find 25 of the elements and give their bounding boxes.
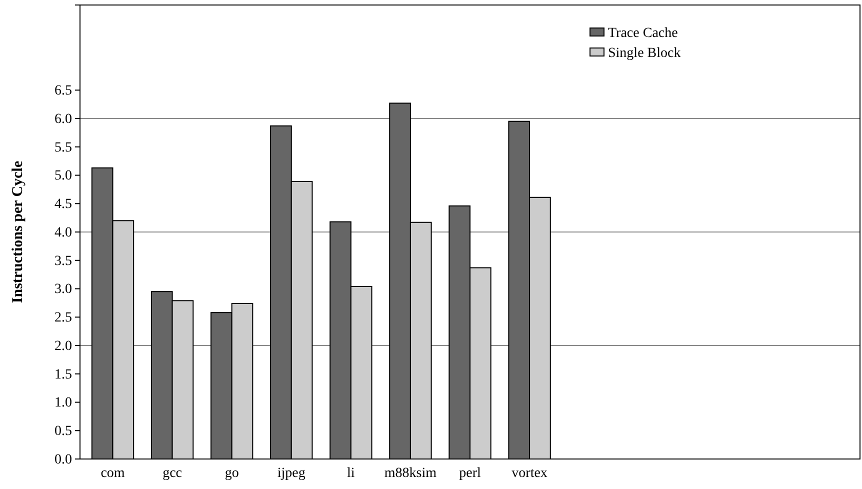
y-tick-label: 0.0 (54, 452, 72, 468)
x-tick-label: vortex (512, 466, 548, 481)
x-tick-label: gcc (162, 466, 182, 481)
y-tick-label: 0.5 (54, 424, 72, 440)
x-tick-label: perl (459, 466, 481, 481)
legend-label: Single Block (608, 46, 681, 61)
x-tick-label: ijpeg (277, 466, 306, 481)
y-tick-label: 3.0 (54, 282, 72, 298)
y-tick-label: 2.5 (54, 310, 72, 326)
y-tick-label: 3.5 (54, 254, 72, 269)
y-axis-title: Instructions per Cycle (10, 160, 26, 304)
x-tick-label: m88ksim (384, 466, 437, 481)
x-tick-label: go (224, 466, 239, 481)
y-tick-label: 6.0 (54, 112, 72, 127)
y-tick-label: 5.5 (54, 140, 72, 156)
y-tick-label: 1.0 (54, 396, 72, 411)
y-tick-label: 4.5 (54, 197, 72, 212)
y-tick-label: 6.5 (54, 84, 72, 99)
y-tick-label: 4.0 (54, 225, 72, 240)
x-tick-label: li (347, 466, 355, 481)
y-tick-label: 5.0 (54, 168, 72, 184)
legend-label: Trace Cache (608, 26, 678, 41)
x-tick-label: com (100, 466, 125, 481)
y-tick-label: 1.5 (54, 367, 72, 382)
y-tick-label: 2.0 (54, 338, 72, 354)
